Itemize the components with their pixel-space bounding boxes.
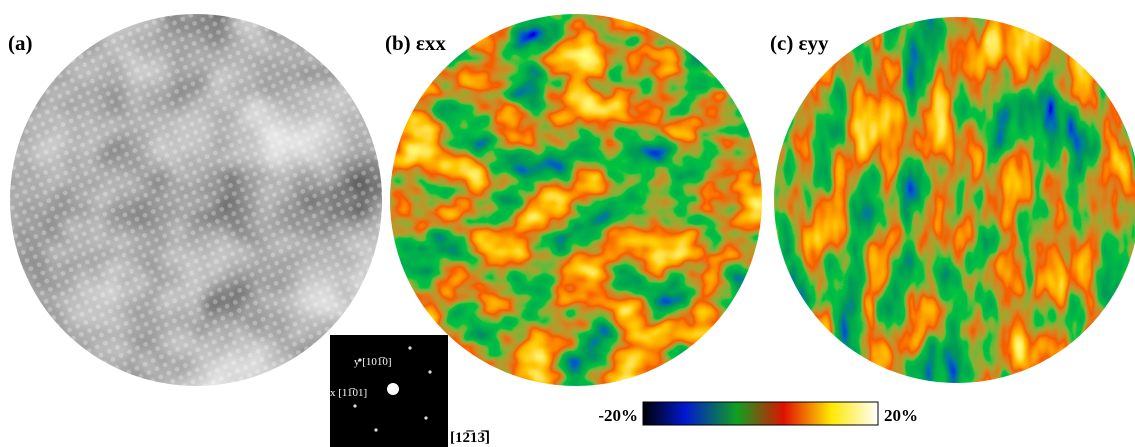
strain-map-xx	[390, 14, 762, 386]
direction-label: x [11̅01]	[330, 387, 367, 399]
panel-label: (c) εyy	[770, 31, 829, 55]
strain-map-yy	[774, 17, 1135, 383]
colorbar-gradient	[643, 402, 878, 425]
colorbar-min: -20%	[598, 406, 638, 425]
panel-label: (a)	[8, 31, 33, 55]
diffraction-inset: y [101̅0] x [11̅01]	[330, 335, 448, 447]
zone-axis: [12̅13̅]	[450, 430, 490, 446]
colorbar-max: 20%	[884, 406, 918, 425]
direction-label: y [101̅0]	[354, 356, 392, 368]
figure: (a) (b) εxx (c) εyy y [101̅0] x [11̅01] …	[0, 0, 1135, 447]
tem-image	[10, 14, 382, 386]
panel-label: (b) εxx	[385, 31, 446, 55]
colorbar: -20% 20%	[598, 402, 918, 425]
central-spot	[387, 383, 399, 395]
